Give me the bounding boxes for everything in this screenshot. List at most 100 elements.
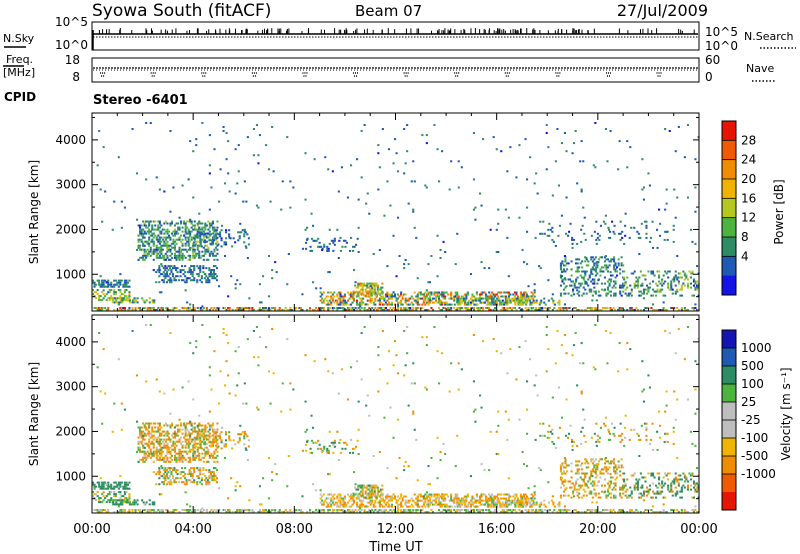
power-cell bbox=[309, 307, 312, 309]
power-cell bbox=[191, 265, 194, 268]
power-cell bbox=[348, 293, 351, 296]
power-cell bbox=[368, 299, 371, 302]
power-cell bbox=[436, 148, 439, 151]
power-cell bbox=[581, 260, 584, 263]
velocity-cell bbox=[590, 490, 593, 493]
velocity-cell bbox=[158, 448, 161, 451]
power-cell bbox=[158, 309, 161, 311]
velocity-cell bbox=[438, 503, 441, 506]
power-cell bbox=[620, 284, 623, 287]
velocity-cell bbox=[605, 494, 608, 497]
velocity-cell bbox=[99, 501, 102, 504]
power-cell bbox=[692, 280, 695, 283]
power-cell bbox=[624, 292, 627, 295]
power-cell bbox=[101, 283, 104, 286]
power-cell bbox=[671, 292, 674, 295]
power-cell bbox=[312, 281, 315, 284]
velocity-cell bbox=[173, 434, 176, 437]
velocity-cell bbox=[430, 501, 433, 504]
power-cell bbox=[95, 307, 98, 309]
power-cell bbox=[140, 228, 143, 231]
power-cell bbox=[189, 230, 192, 233]
velocity-cell bbox=[515, 495, 518, 498]
velocity-cell bbox=[202, 469, 205, 472]
velocity-cell bbox=[370, 496, 373, 499]
power-cell bbox=[201, 250, 204, 253]
power-cell bbox=[95, 291, 98, 294]
power-cell bbox=[151, 307, 154, 309]
power-cell bbox=[694, 288, 697, 291]
power-cell bbox=[552, 301, 555, 304]
velocity-cell bbox=[118, 499, 121, 502]
velocity-cell bbox=[460, 503, 463, 506]
velocity-cell bbox=[187, 434, 190, 437]
power-cell bbox=[145, 299, 148, 302]
power-cell bbox=[591, 299, 594, 302]
power-cell bbox=[448, 188, 451, 191]
power-cell bbox=[304, 152, 307, 155]
power-cell bbox=[588, 307, 591, 309]
velocity-cell bbox=[362, 499, 365, 502]
power-cell bbox=[590, 288, 593, 291]
velocity-cell bbox=[570, 476, 573, 479]
power-cell bbox=[424, 297, 427, 300]
power-cell bbox=[178, 309, 181, 311]
velocity-cell bbox=[613, 468, 616, 471]
power-cell bbox=[175, 307, 178, 309]
power-cell bbox=[581, 294, 584, 297]
power-cell bbox=[143, 250, 146, 253]
power-cell bbox=[575, 280, 578, 283]
power-cell bbox=[216, 244, 219, 247]
velocity-cell bbox=[422, 497, 425, 500]
power-cell bbox=[680, 286, 683, 289]
velocity-cell bbox=[559, 470, 562, 473]
power-cell bbox=[592, 164, 595, 167]
power-cell bbox=[110, 281, 113, 284]
power-cell bbox=[99, 307, 102, 309]
velocity-cell bbox=[395, 501, 398, 504]
velocity-cell bbox=[466, 495, 469, 498]
velocity-cell bbox=[198, 430, 201, 433]
power-cell bbox=[369, 294, 372, 297]
velocity-cell bbox=[381, 499, 384, 502]
power-cell bbox=[373, 288, 376, 291]
velocity-cell bbox=[165, 475, 168, 478]
velocity-cell bbox=[151, 426, 154, 429]
velocity-cell bbox=[166, 434, 169, 437]
power-cell bbox=[680, 309, 683, 311]
velocity-cell bbox=[188, 469, 191, 472]
power-cell bbox=[507, 216, 510, 219]
power-cell bbox=[617, 264, 620, 267]
power-cell bbox=[136, 297, 139, 300]
power-cell bbox=[410, 301, 413, 304]
velocity-cell bbox=[330, 497, 333, 500]
power-cell bbox=[673, 307, 676, 309]
power-cell bbox=[596, 266, 599, 269]
power-cell bbox=[523, 261, 526, 264]
power-cell bbox=[195, 254, 198, 257]
power-cell bbox=[192, 224, 195, 227]
power-cell bbox=[119, 309, 122, 311]
velocity-cell bbox=[160, 434, 163, 437]
velocity-cell bbox=[178, 430, 181, 433]
velocity-cell bbox=[419, 493, 422, 496]
power-cell bbox=[584, 272, 587, 275]
velocity-cell bbox=[238, 433, 241, 436]
power-cell bbox=[312, 309, 315, 311]
power-cell bbox=[495, 148, 498, 151]
power-cell bbox=[339, 291, 342, 294]
power-cell bbox=[324, 156, 327, 159]
power-cell bbox=[118, 297, 121, 300]
power-cell bbox=[246, 233, 249, 236]
power-cell bbox=[529, 301, 532, 304]
velocity-cell bbox=[561, 480, 564, 483]
power-cell bbox=[421, 293, 424, 296]
power-cell bbox=[557, 234, 560, 237]
velocity-cell bbox=[521, 495, 524, 498]
power-cell bbox=[166, 222, 169, 225]
velocity-cell bbox=[143, 442, 146, 445]
velocity-cell bbox=[158, 456, 161, 459]
power-cell bbox=[580, 309, 583, 311]
velocity-cell bbox=[350, 497, 353, 500]
power-cell bbox=[278, 309, 281, 311]
